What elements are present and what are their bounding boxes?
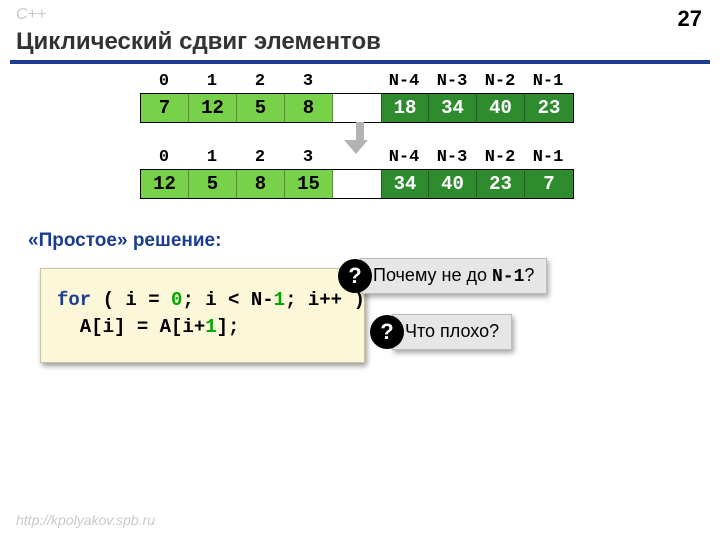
array-cell: 8 <box>285 94 333 122</box>
array-index-label: N-2 <box>476 148 524 167</box>
array-index-label: 0 <box>140 148 188 167</box>
array-gap <box>333 94 381 122</box>
array-cell: 40 <box>429 170 477 198</box>
array-index-label: 3 <box>284 72 332 91</box>
callout-bubble: Что плохо? <box>392 314 512 350</box>
callout-why-n-1: ? Почему не до N-1? <box>338 258 547 294</box>
title-rule <box>10 60 710 64</box>
array-index-label: N-2 <box>476 72 524 91</box>
array-cell: 12 <box>141 170 189 198</box>
footer-url: http://kpolyakov.spb.ru <box>16 512 155 528</box>
array-index-label: 1 <box>188 148 236 167</box>
array-cell: 15 <box>285 170 333 198</box>
array-cell: 34 <box>381 170 429 198</box>
array-before: 0123N-4N-3N-2N-17125818344023 <box>140 72 574 123</box>
code-box: for ( i = 0; i < N-1; i++ ) A[i] = A[i+1… <box>40 268 365 363</box>
down-arrow-icon <box>352 122 368 154</box>
page-title: Циклический сдвиг элементов <box>16 28 381 56</box>
array-gap <box>333 170 381 198</box>
array-cell: 5 <box>189 170 237 198</box>
array-cell: 8 <box>237 170 285 198</box>
array-cell: 5 <box>237 94 285 122</box>
array-cell: 40 <box>477 94 525 122</box>
array-index-label: N-3 <box>428 72 476 91</box>
page-number: 27 <box>678 6 702 32</box>
array-index-label: N-1 <box>524 148 572 167</box>
array-cell: 23 <box>525 94 573 122</box>
array-index-label <box>332 72 380 91</box>
callout-bubble: Почему не до N-1? <box>360 258 547 294</box>
code-kw-for: for <box>57 289 91 311</box>
slide: C++ 27 Циклический сдвиг элементов 0123N… <box>0 0 720 540</box>
array-index-label: 2 <box>236 72 284 91</box>
array-index-label: N-3 <box>428 148 476 167</box>
array-index-label: N-4 <box>380 148 428 167</box>
question-badge-icon: ? <box>338 259 372 293</box>
section-subhead: «Простое» решение: <box>28 230 221 252</box>
question-badge-icon: ? <box>370 315 404 349</box>
language-tag: C++ <box>16 6 46 24</box>
array-cell: 7 <box>525 170 573 198</box>
array-cell: 18 <box>381 94 429 122</box>
array-cell: 23 <box>477 170 525 198</box>
array-index-label: 2 <box>236 148 284 167</box>
callout-whats-wrong: ? Что плохо? <box>370 314 512 350</box>
array-index-label: 1 <box>188 72 236 91</box>
array-cell: 34 <box>429 94 477 122</box>
array-after: 0123N-4N-3N-2N-11258153440237 <box>140 148 574 199</box>
array-index-label: 3 <box>284 148 332 167</box>
array-cell: 7 <box>141 94 189 122</box>
array-index-label: N-4 <box>380 72 428 91</box>
array-index-label: N-1 <box>524 72 572 91</box>
array-cell: 12 <box>189 94 237 122</box>
array-index-label: 0 <box>140 72 188 91</box>
